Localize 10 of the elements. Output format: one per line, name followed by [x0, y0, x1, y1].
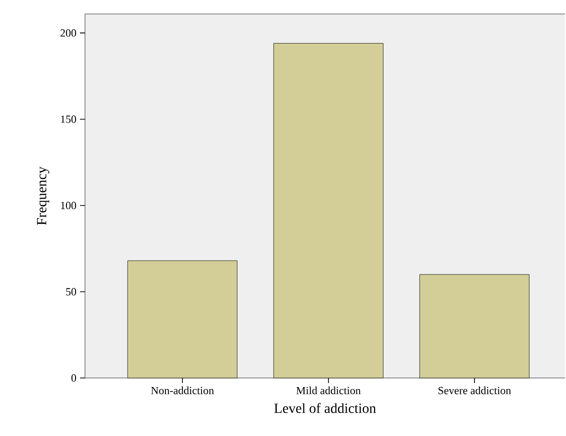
y-tick-label: 200: [60, 29, 76, 37]
x-tick-label: Mild addiction: [296, 386, 361, 394]
x-tick-label: Severe addiction: [438, 386, 511, 394]
y-tick-label: 100: [61, 202, 76, 210]
x-tick-label: Non-addiction: [151, 386, 214, 394]
x-axis-title: Level of addiction: [274, 403, 376, 414]
y-tick-label: 50: [66, 288, 76, 296]
y-axis-title: Frequency: [37, 166, 50, 226]
y-tick-label: 150: [61, 116, 76, 123]
y-tick-label: 0: [71, 374, 76, 382]
